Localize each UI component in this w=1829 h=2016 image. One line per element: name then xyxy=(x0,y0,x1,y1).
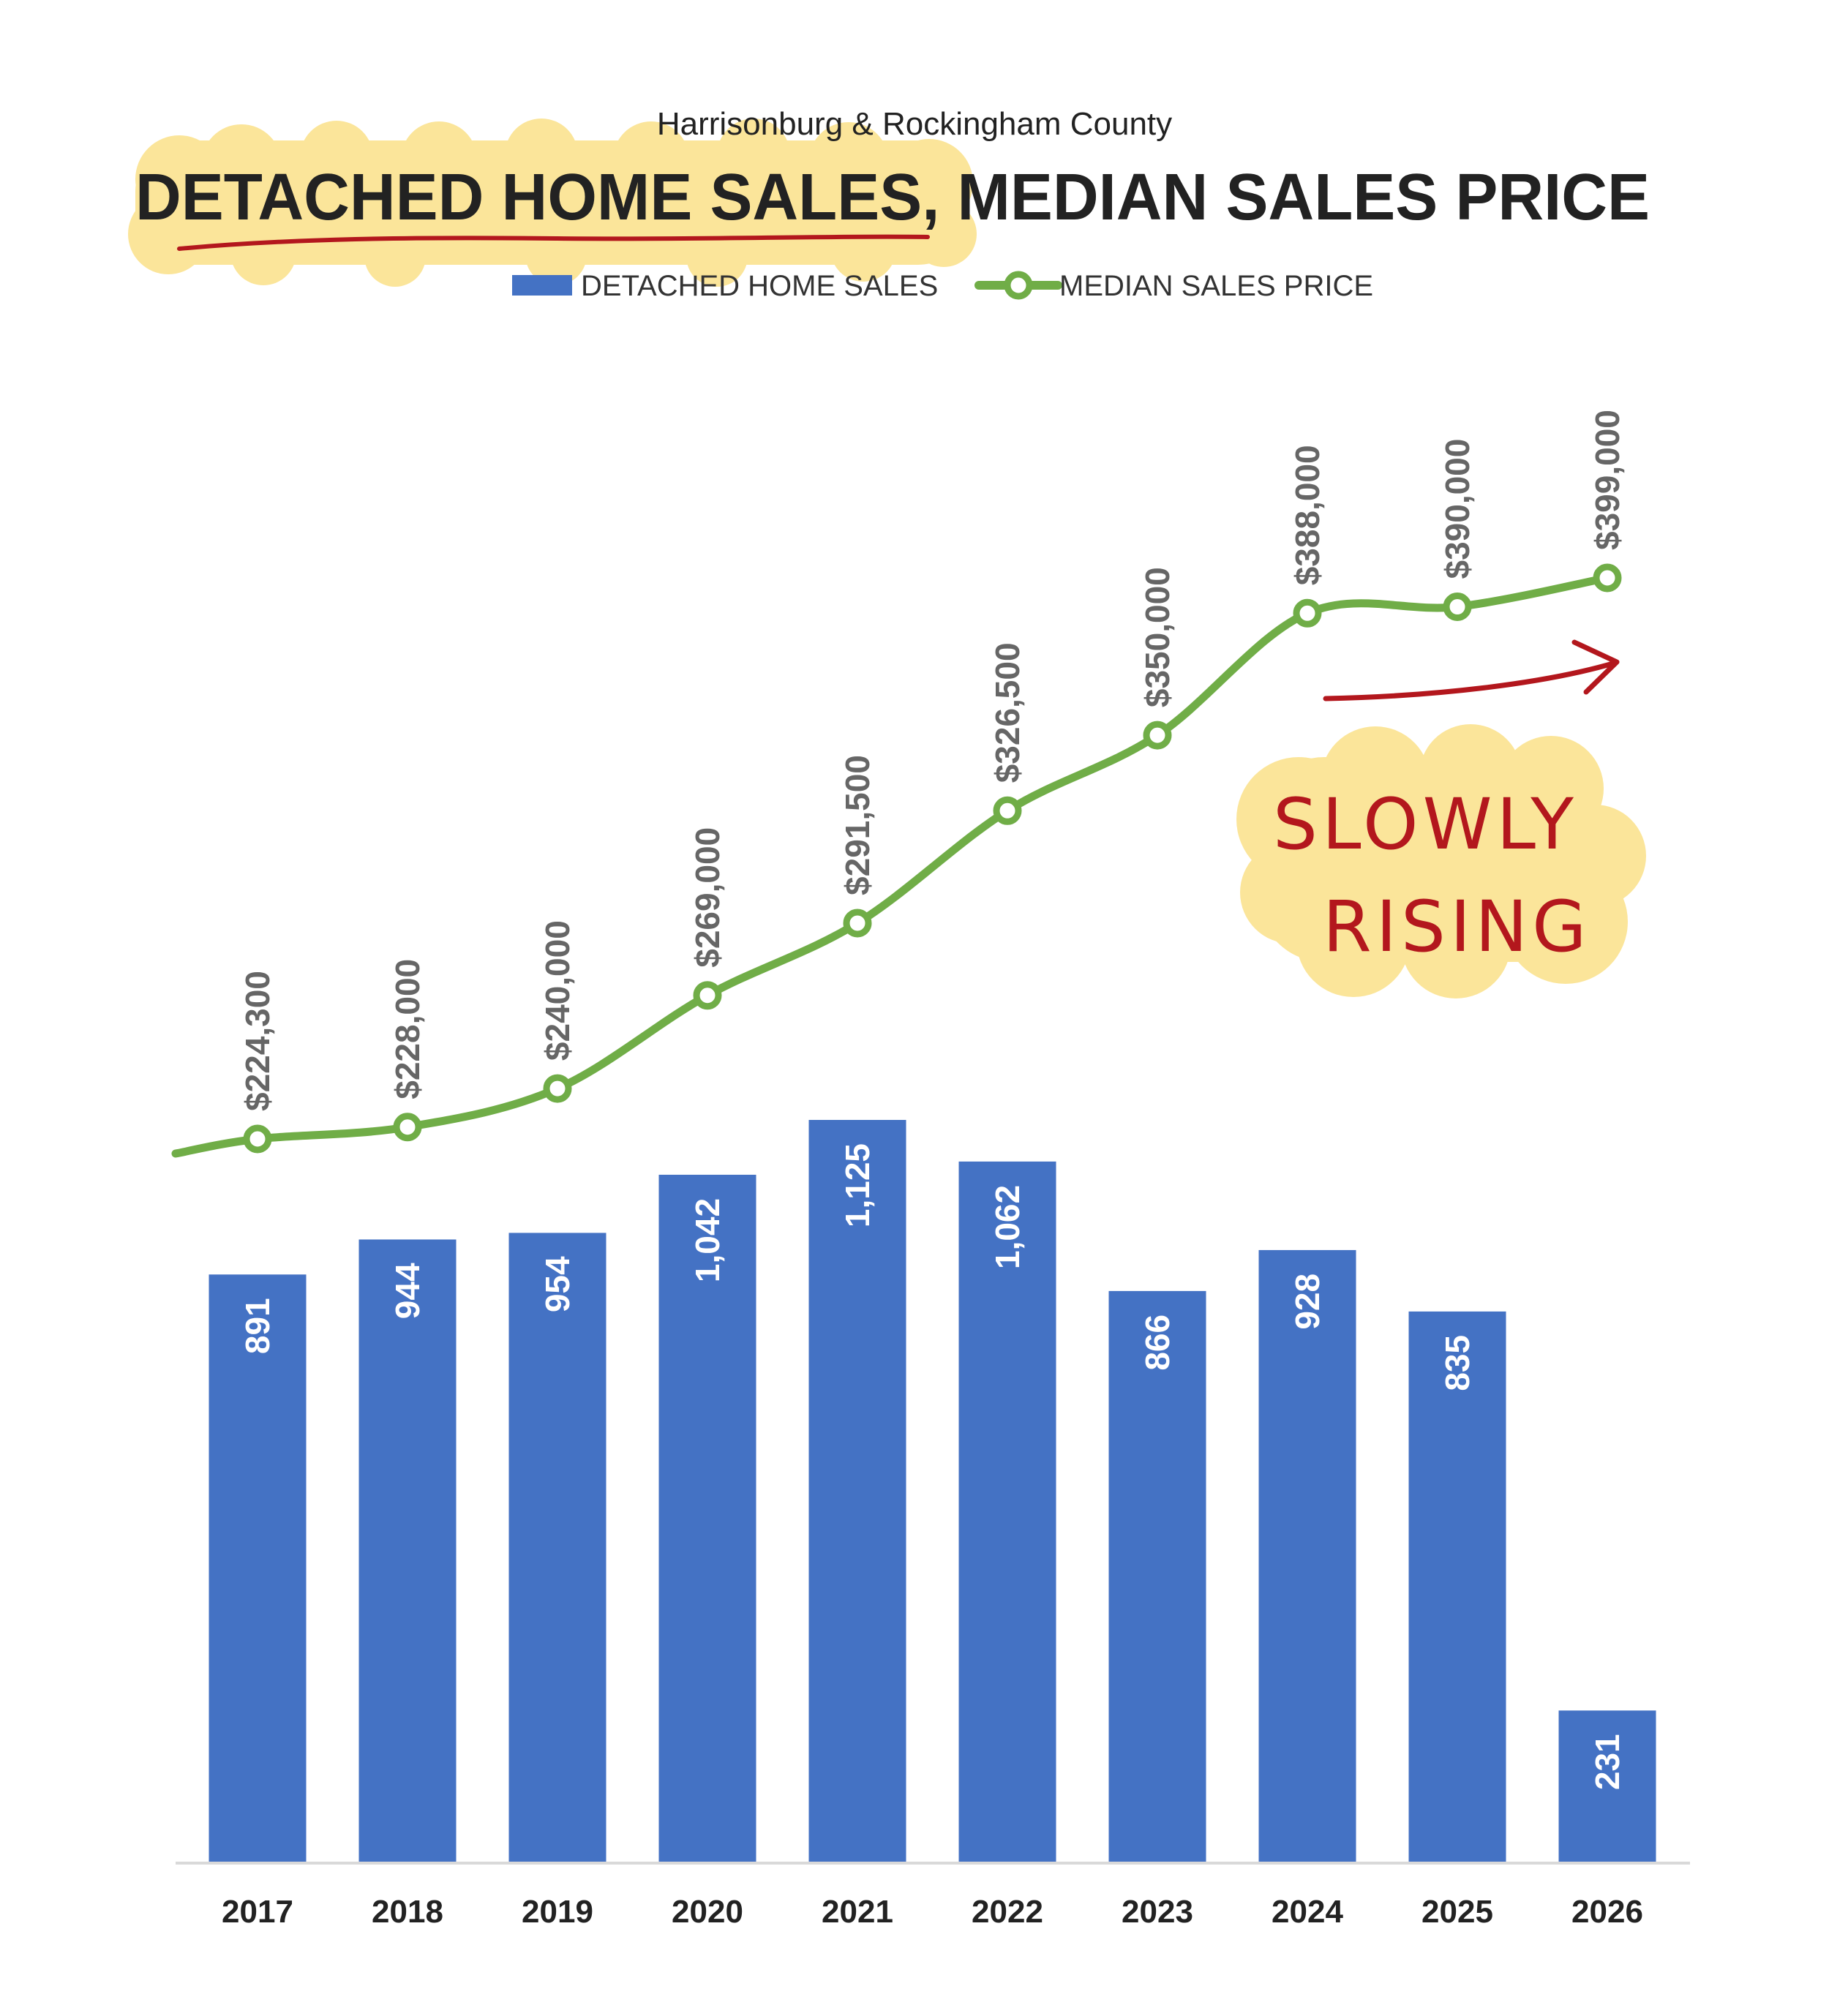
price-label-2021: $291,500 xyxy=(838,755,876,895)
bar-label-2020: 1,042 xyxy=(688,1198,726,1282)
bar-label-2023: 866 xyxy=(1138,1314,1176,1371)
price-label-2023: $350,000 xyxy=(1138,567,1176,707)
x-tick-2019: 2019 xyxy=(522,1894,593,1930)
bar-2024 xyxy=(1258,1249,1356,1863)
x-tick-2018: 2018 xyxy=(372,1894,443,1930)
bar-label-2017: 891 xyxy=(239,1298,277,1354)
title-underline xyxy=(177,234,930,251)
x-tick-2023: 2023 xyxy=(1122,1894,1193,1930)
bar-label-2018: 944 xyxy=(388,1263,427,1319)
bar-2020 xyxy=(658,1174,756,1863)
price-point-2023 xyxy=(1143,721,1172,750)
arrow-head xyxy=(1571,639,1620,695)
note-line-1: SLOWLY xyxy=(1273,783,1578,865)
arrow-shaft xyxy=(1323,660,1618,702)
legend-bar-label: DETACHED HOME SALES xyxy=(581,270,938,302)
price-label-2019: $240,000 xyxy=(538,920,577,1061)
price-value-labels: $224,300 $228,000 $240,000 $269,000 $291,500… xyxy=(239,410,1626,1111)
bar-label-2022: 1,062 xyxy=(988,1185,1026,1269)
x-axis-tick-labels: 2017 2018 2019 2020 2021 2022 2023 2024 2025 2026 xyxy=(222,1894,1643,1930)
legend: DETACHED HOME SALES MEDIAN SALES PRICE xyxy=(512,270,1373,302)
legend-bar-swatch xyxy=(512,275,572,296)
bar-2018 xyxy=(358,1239,457,1863)
price-point-2026 xyxy=(1593,563,1622,593)
price-point-2017 xyxy=(243,1124,272,1154)
bar-2026 xyxy=(1558,1710,1656,1863)
bar-2019 xyxy=(508,1233,606,1863)
bar-2021 xyxy=(808,1120,906,1863)
bar-label-2026: 231 xyxy=(1588,1734,1626,1790)
chart-subtitle: Harrisonburg & Rockingham County xyxy=(657,106,1172,142)
bar-label-2024: 928 xyxy=(1288,1274,1326,1330)
price-label-2026: $399,000 xyxy=(1588,410,1626,550)
x-tick-2022: 2022 xyxy=(972,1894,1043,1930)
note-line-2: RISING xyxy=(1323,886,1590,968)
price-point-2020 xyxy=(693,981,722,1010)
bar-label-2025: 835 xyxy=(1438,1335,1476,1391)
chart-title-rest: , MEDIAN SALES PRICE xyxy=(922,161,1650,234)
x-tick-2025: 2025 xyxy=(1421,1894,1493,1930)
bar-series xyxy=(209,1120,1656,1863)
x-tick-2026: 2026 xyxy=(1571,1894,1643,1930)
bar-2017 xyxy=(209,1274,307,1863)
price-point-2024 xyxy=(1293,598,1322,628)
price-point-2019 xyxy=(543,1074,572,1103)
x-tick-2021: 2021 xyxy=(822,1894,893,1930)
x-tick-2020: 2020 xyxy=(672,1894,743,1930)
title-highlight xyxy=(128,119,977,287)
price-point-2025 xyxy=(1443,593,1472,622)
price-label-2017: $224,300 xyxy=(239,971,277,1111)
bar-label-2019: 954 xyxy=(538,1256,577,1312)
price-label-2024: $388,000 xyxy=(1288,445,1326,585)
legend-line-label: MEDIAN SALES PRICE xyxy=(1059,270,1373,302)
bar-2022 xyxy=(958,1161,1056,1863)
price-label-2025: $390,000 xyxy=(1438,439,1476,579)
price-label-2022: $326,500 xyxy=(988,642,1026,783)
bar-2023 xyxy=(1108,1290,1206,1863)
legend-line-marker xyxy=(1004,271,1033,300)
price-point-2022 xyxy=(993,796,1022,825)
price-label-2020: $269,000 xyxy=(688,827,726,968)
arrow-annotation xyxy=(1323,639,1620,702)
chart-title-highlighted: DETACHED HOME SALES xyxy=(135,161,922,234)
x-tick-2024: 2024 xyxy=(1272,1894,1343,1930)
bar-2025 xyxy=(1408,1311,1506,1863)
chart-title: DETACHED HOME SALES, MEDIAN SALES PRICE xyxy=(135,161,1650,234)
bar-value-labels: 891 944 954 1,042 1,125 1,062 866 928 835 231 xyxy=(239,1143,1626,1790)
price-line-series xyxy=(171,563,1622,1158)
bar-label-2021: 1,125 xyxy=(838,1143,876,1227)
price-label-2018: $228,000 xyxy=(388,959,427,1099)
x-tick-2017: 2017 xyxy=(222,1894,293,1930)
price-point-2021 xyxy=(843,909,872,938)
price-point-2018 xyxy=(393,1113,422,1142)
note-highlight xyxy=(1236,724,1646,998)
